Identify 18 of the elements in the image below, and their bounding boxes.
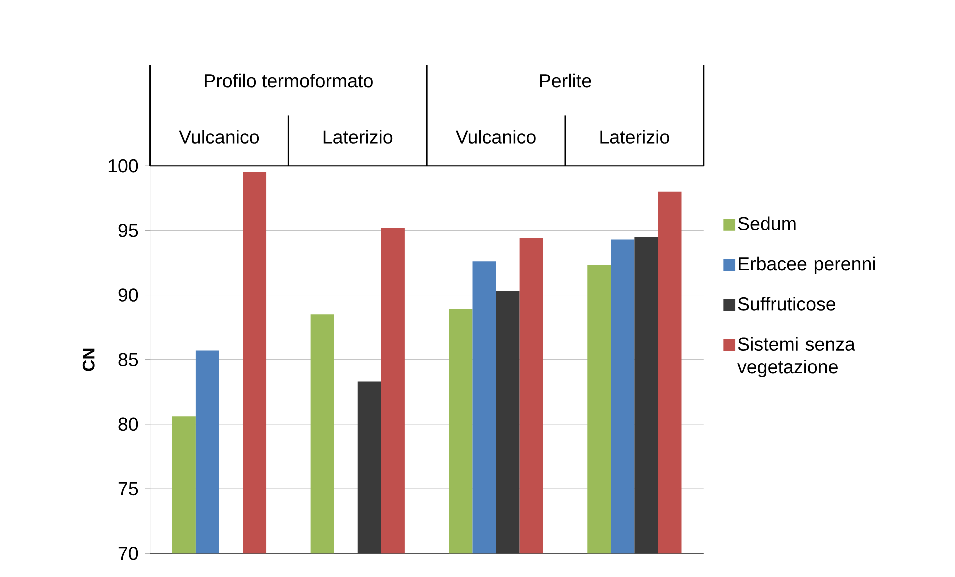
legend-label: Erbacee perenni (739, 256, 876, 274)
text: Profilo termoformato (205, 74, 373, 88)
legend-label: Sistemi senza vegetazione (738, 337, 856, 378)
y-tick-label: 80 (118, 418, 138, 431)
x-tick-label: Vulcanico (179, 130, 260, 144)
x-tick-label: Vulcanico (456, 130, 536, 144)
text: Perlite (540, 74, 592, 88)
y-tick-label: 75 (118, 482, 138, 496)
y-tick-label: 70 (118, 546, 138, 560)
y-tick-label: 95 (118, 224, 138, 238)
y-tick-label: 100 (108, 159, 138, 173)
y-tick-label: 85 (118, 353, 138, 366)
x-tick-label: Laterizio (600, 130, 670, 144)
y-axis-title: CN (82, 348, 95, 372)
legend-label: Suffruticose (738, 296, 836, 311)
legend-label: Sedum (738, 216, 796, 230)
y-tick-label: 90 (118, 288, 138, 302)
x-tick-label: Laterizio (324, 130, 393, 144)
